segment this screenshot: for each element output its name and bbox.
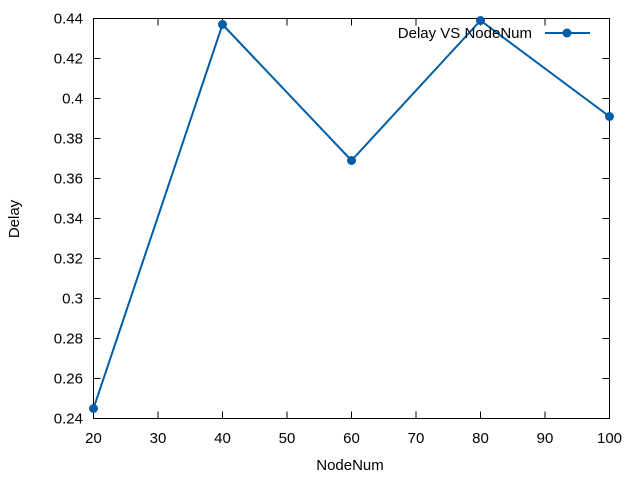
x-tick-label-4: 60 [343, 430, 360, 447]
x-tick-label-7: 90 [537, 430, 554, 447]
x-tick-label-2: 40 [214, 430, 231, 447]
x-tick-label-5: 70 [408, 430, 425, 447]
x-tick-label-6: 80 [472, 430, 489, 447]
y-tick-label-3: 0.3 [62, 291, 83, 308]
y-tick-label-7: 0.38 [54, 131, 83, 148]
y-axis-label: Delay [6, 199, 23, 238]
y-tick-label-4: 0.32 [54, 251, 83, 268]
y-tick-label-6: 0.36 [54, 171, 83, 188]
x-axis-label: NodeNum [316, 457, 384, 474]
x-tick-label-1: 30 [150, 430, 167, 447]
legend: Delay VS NodeNum [398, 25, 590, 42]
tick-labels: 20 30 40 50 60 70 80 90 100 0.24 0.26 0.28 0.3 0.32 0.… [54, 11, 622, 448]
data-point-0-2 [347, 156, 356, 165]
y-tick-label-0: 0.24 [54, 411, 83, 428]
data-point-0-0 [89, 404, 98, 413]
y-tick-label-5: 0.34 [54, 211, 83, 228]
axis-ticks [93, 18, 610, 419]
x-tick-label-0: 20 [85, 430, 102, 447]
x-tick-label-8: 100 [597, 430, 622, 447]
legend-marker [562, 28, 572, 38]
y-tick-label-2: 0.28 [54, 331, 83, 348]
data-point-0-4 [605, 112, 614, 121]
data-point-0-3 [476, 16, 485, 25]
series-line-0 [92, 19, 611, 409]
data-point-0-1 [218, 20, 227, 29]
y-tick-label-9: 0.42 [54, 51, 83, 68]
series-group [89, 16, 614, 413]
y-tick-label-1: 0.26 [54, 371, 83, 388]
x-tick-label-3: 50 [279, 430, 296, 447]
y-tick-label-8: 0.4 [62, 91, 83, 108]
plot-frame [93, 18, 610, 419]
legend-label: Delay VS NodeNum [398, 25, 532, 42]
y-tick-label-10: 0.44 [54, 11, 83, 28]
